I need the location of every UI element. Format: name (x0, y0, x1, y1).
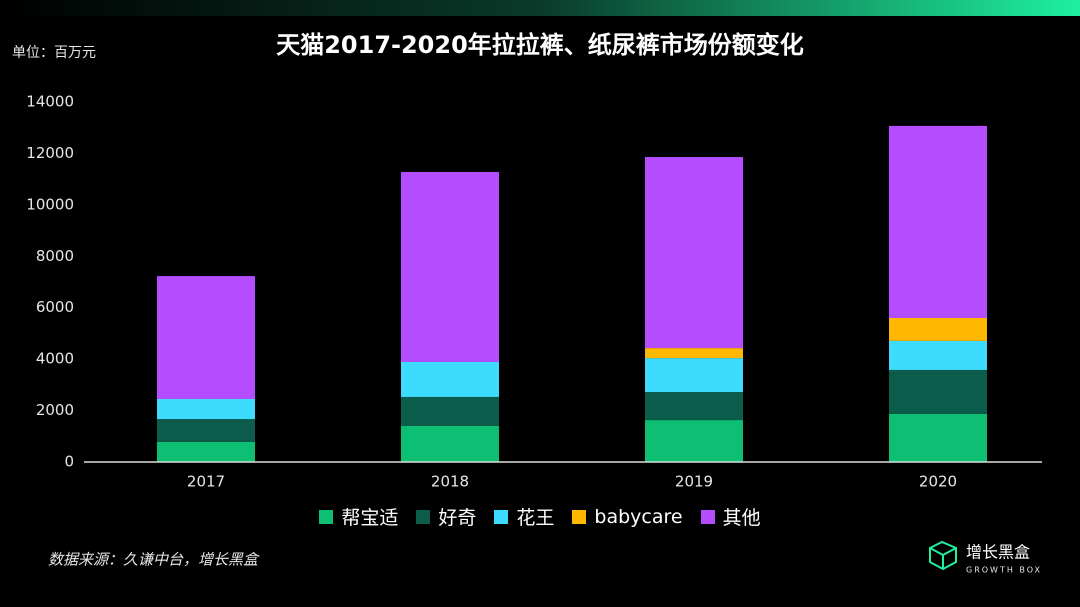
y-tick-label: 8000 (36, 247, 74, 265)
source: 数据来源：久谦中台，增长黑盒 (48, 551, 260, 569)
y-tick-label: 6000 (36, 298, 74, 316)
y-tick-label: 2000 (36, 401, 74, 419)
bar-segment (157, 441, 255, 462)
y-tick-label: 14000 (26, 93, 74, 111)
y-tick-label: 10000 (26, 195, 74, 213)
legend-item: 花王 (494, 503, 554, 530)
y-tick-label: 12000 (26, 144, 74, 162)
y-tick-label: 4000 (36, 350, 74, 368)
legend-item: 其他 (700, 503, 761, 530)
brand: 增长黑盒 (966, 543, 1030, 562)
bar-segment (401, 361, 499, 397)
legend-swatch (572, 509, 587, 524)
chart-title: 天猫2017-2020年拉拉裤、纸尿裤市场份额变化 (276, 31, 804, 59)
brand-sub: GROWTH BOX (966, 566, 1042, 575)
x-tick-label: 2020 (919, 473, 957, 491)
legend-label: 其他 (722, 507, 761, 529)
unit-label: 单位：百万元 (12, 45, 96, 61)
bar-segment (401, 171, 499, 362)
brand-logo (929, 540, 957, 571)
legend-swatch (416, 509, 431, 524)
bar-segment (889, 318, 987, 341)
bar-segment (889, 413, 987, 462)
bar-segment (157, 399, 255, 420)
legend-swatch (700, 509, 715, 524)
legend-item: babycare (572, 503, 683, 530)
bar-segment (889, 125, 987, 319)
legend-label: 好奇 (438, 507, 477, 529)
top-bar (0, 0, 1080, 16)
bar-segment (889, 340, 987, 370)
x-tick-label: 2019 (675, 473, 713, 491)
legend: 帮宝适 好奇 花王 babycare 其他 (0, 503, 1080, 530)
bar-segment (645, 348, 743, 359)
bar-segment (889, 369, 987, 414)
bar-segment (157, 419, 255, 442)
bar-segment (645, 392, 743, 421)
legend-swatch (494, 509, 509, 524)
bar-segment (645, 157, 743, 349)
bar-segment (645, 358, 743, 393)
bar-segment (401, 396, 499, 426)
legend-label: 帮宝适 (341, 507, 399, 529)
bar-segment (157, 276, 255, 399)
legend-label: babycare (594, 505, 683, 528)
legend-swatch (319, 509, 334, 524)
bar-segment (645, 420, 743, 462)
legend-label: 花王 (516, 507, 555, 529)
legend-item: 好奇 (416, 503, 476, 530)
legend-item: 帮宝适 (319, 503, 398, 530)
x-tick-label: 2017 (187, 473, 225, 491)
x-tick-label: 2018 (431, 473, 469, 491)
bar-segment (401, 426, 499, 462)
y-tick-label: 0 (64, 453, 74, 471)
